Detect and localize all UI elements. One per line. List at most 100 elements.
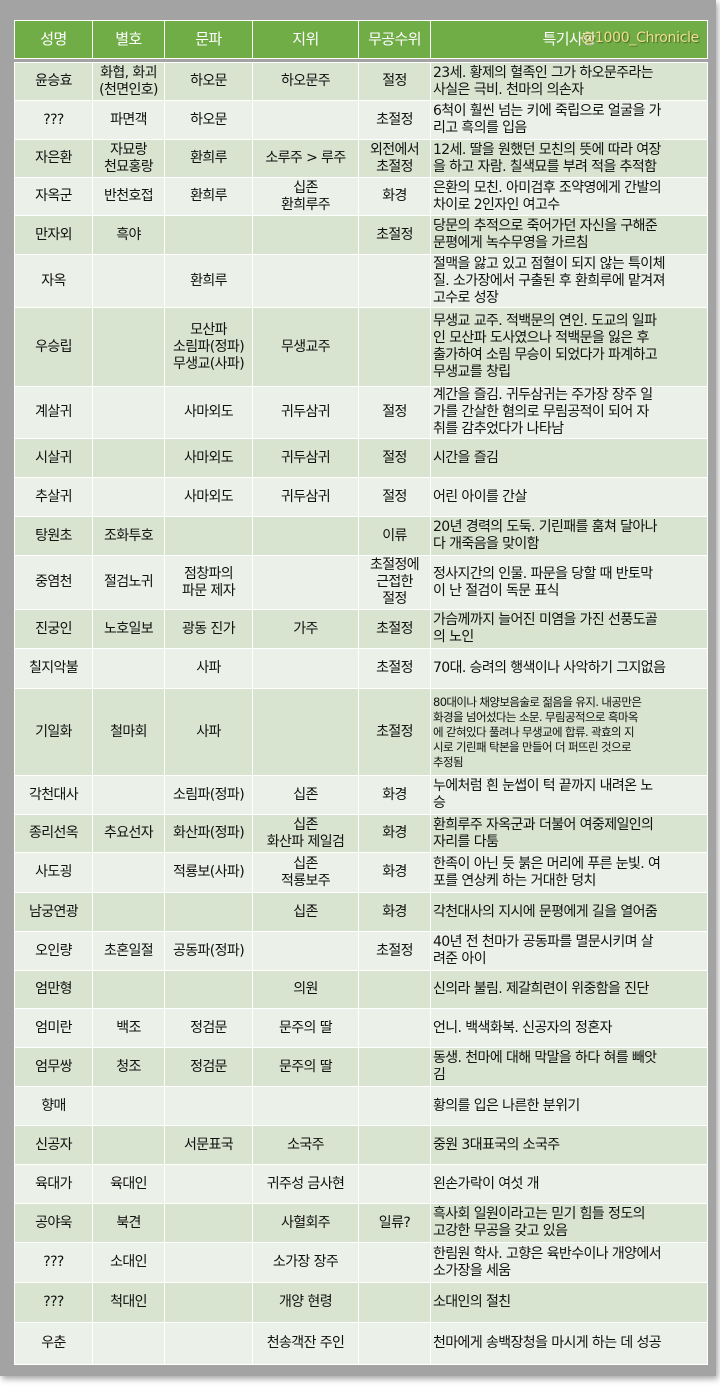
cell-name: 공야욱 <box>14 1203 93 1243</box>
cell-alias <box>92 386 165 439</box>
cell-position: 소국주 <box>252 1125 359 1165</box>
table-row: 계살귀 사마외도 귀두삼귀 절정 계간을 즐김. 귀두삼귀는 주가장 장주 일 가를 간… <box>14 386 708 439</box>
cell-name: 기일화 <box>14 688 93 776</box>
cell-alias: 추요선자 <box>92 814 165 853</box>
cell-alias: 조화투호 <box>92 516 165 556</box>
table-row: 육대가 육대인 귀주성 금사현 왼손가락이 여섯 개 <box>14 1164 708 1204</box>
cell-notes: 한족이 아닌 듯 붉은 머리에 푸른 눈빛. 여 포를 연상케 하는 거대한 덩… <box>430 852 708 893</box>
table-row: ??? 파면객 하오문 초절정 6척이 훨씬 넘는 키에 죽립으로 얼굴을 가 리고 흑… <box>14 100 708 140</box>
cell-position: 의원 <box>252 970 359 1009</box>
cell-sect: 환희루 <box>164 177 253 216</box>
cell-sect <box>164 1322 253 1365</box>
header-gap <box>14 58 708 63</box>
table-row: 추살귀 사마외도 귀두삼귀 절정 어린 아이를 간살 <box>14 477 708 517</box>
cell-name: 종리선옥 <box>14 814 93 853</box>
cell-notes: 언니. 백색화복. 신공자의 정혼자 <box>430 1008 708 1048</box>
cell-name: 진궁인 <box>14 609 93 649</box>
cell-martial-level <box>358 307 431 387</box>
cell-notes: 40년 전 천마가 공동파를 멸문시키며 살 려준 아이 <box>430 931 708 971</box>
cell-notes: 신의라 불림. 제갈희련이 위중함을 진단 <box>430 970 708 1009</box>
cell-alias: 노호일보 <box>92 609 165 649</box>
cell-name: 만자외 <box>14 215 93 255</box>
cell-name: 윤승효 <box>14 62 93 101</box>
cell-sect <box>164 516 253 556</box>
cell-name: ??? <box>14 1282 93 1323</box>
cell-alias <box>92 254 165 308</box>
cell-notes: 황의를 입은 나른한 분위기 <box>430 1086 708 1126</box>
header-notes: 특기사항 @1000_Chronicle <box>430 20 708 59</box>
cell-sect: 환희루 <box>164 139 253 178</box>
cell-position: 문주의 딸 <box>252 1047 359 1087</box>
cell-name: 시살귀 <box>14 438 93 478</box>
cell-notes: 각천대사의 지시에 문평에게 길을 열어줌 <box>430 892 708 932</box>
cell-position: 무생교주 <box>252 307 359 387</box>
cell-position <box>252 688 359 776</box>
cell-sect: 환희루 <box>164 254 253 308</box>
cell-notes: 한림원 학사. 고향은 육반수이나 개양에서 소가장을 세움 <box>430 1242 708 1283</box>
cell-notes: 천마에게 송백장청을 마시게 하는 데 성공 <box>430 1322 708 1365</box>
cell-position <box>252 555 359 610</box>
cell-notes: 어린 아이를 간살 <box>430 477 708 517</box>
cell-position <box>252 254 359 308</box>
table-row: 진궁인 노호일보 광동 진가 가주 초절정 가슴께까지 늘어진 미염을 가진 선풍도골 의… <box>14 609 708 649</box>
cell-position: 귀주성 금사현 <box>252 1164 359 1204</box>
cell-martial-level: 초절정에 근접한 절정 <box>358 555 431 610</box>
cell-alias: 초혼일절 <box>92 931 165 971</box>
cell-position <box>252 215 359 255</box>
table-row: 향매 황의를 입은 나른한 분위기 <box>14 1086 708 1126</box>
cell-alias: 화협, 화괴 (천면인호) <box>92 62 165 101</box>
cell-notes: 왼손가락이 여섯 개 <box>430 1164 708 1204</box>
cell-alias: 북견 <box>92 1203 165 1243</box>
cell-notes: 20년 경력의 도둑. 기린패를 훔쳐 달아나 다 개죽음을 맞이함 <box>430 516 708 556</box>
cell-martial-level: 화경 <box>358 892 431 932</box>
cell-position <box>252 648 359 689</box>
table-row: 자옥군 반천호접 환희루 십존 환희루주 화경 은환의 모친. 아미검후 조약영에게 간발… <box>14 177 708 216</box>
cell-position <box>252 931 359 971</box>
cell-position: 소가장 장주 <box>252 1242 359 1283</box>
character-table: 성명 별호 문파 지위 무공수위 특기사항 @1000_Chronicle 윤승효… <box>14 20 708 1365</box>
cell-alias <box>92 852 165 893</box>
cell-alias <box>92 477 165 517</box>
header-martial-level: 무공수위 <box>358 20 431 59</box>
cell-martial-level: 절정 <box>358 62 431 101</box>
header-name: 성명 <box>14 20 93 59</box>
table-row: 자은환 자묘랑 천묘홍랑 환희루 소루주 > 루주 외전에서 초절정 12세. 딸을 원했… <box>14 139 708 178</box>
cell-position: 십존 적룡보주 <box>252 852 359 893</box>
cell-sect: 모산파 소림파(정파) 무생교(사파) <box>164 307 253 387</box>
cell-name: ??? <box>14 100 93 140</box>
cell-sect: 화산파(정파) <box>164 814 253 853</box>
cell-name: 남궁연광 <box>14 892 93 932</box>
cell-sect: 광동 진가 <box>164 609 253 649</box>
cell-position: 십존 화산파 제일검 <box>252 814 359 853</box>
cell-sect <box>164 1086 253 1126</box>
cell-name: 중염천 <box>14 555 93 610</box>
cell-position: 소루주 > 루주 <box>252 139 359 178</box>
header-sect: 문파 <box>164 20 253 59</box>
cell-martial-level: 초절정 <box>358 100 431 140</box>
cell-name: 자은환 <box>14 139 93 178</box>
cell-martial-level: 절정 <box>358 438 431 478</box>
cell-notes: 70대. 승려의 행색이나 사악하기 그지없음 <box>430 648 708 689</box>
header-alias: 별호 <box>92 20 165 59</box>
cell-sect: 점창파의 파문 제자 <box>164 555 253 610</box>
cell-sect: 사마외도 <box>164 438 253 478</box>
cell-notes: 중원 3대표국의 소국주 <box>430 1125 708 1165</box>
cell-sect: 하오문 <box>164 62 253 101</box>
cell-position: 귀두삼귀 <box>252 386 359 439</box>
cell-martial-level: 화경 <box>358 775 431 815</box>
cell-position: 귀두삼귀 <box>252 438 359 478</box>
cell-sect <box>164 215 253 255</box>
cell-sect: 사파 <box>164 648 253 689</box>
cell-notes: 동생. 천마에 대해 막말을 하다 혀를 빼앗 김 <box>430 1047 708 1087</box>
cell-alias: 자묘랑 천묘홍랑 <box>92 139 165 178</box>
cell-position: 문주의 딸 <box>252 1008 359 1048</box>
cell-notes: 시간을 즐김 <box>430 438 708 478</box>
cell-notes: 12세. 딸을 원했던 모친의 뜻에 따라 여장 을 하고 자람. 칠색묘를 부… <box>430 139 708 178</box>
cell-alias <box>92 1125 165 1165</box>
table-row: 남궁연광 십존 화경 각천대사의 지시에 문평에게 길을 열어줌 <box>14 892 708 932</box>
cell-notes: 80대이나 채양보음술로 젊음을 유지. 내공만은 화경을 넘어섰다는 소문. … <box>430 688 708 776</box>
cell-sect <box>164 1282 253 1323</box>
cell-alias: 철마회 <box>92 688 165 776</box>
header-notes-label: 특기사항 <box>542 30 596 48</box>
cell-name: 엄만형 <box>14 970 93 1009</box>
